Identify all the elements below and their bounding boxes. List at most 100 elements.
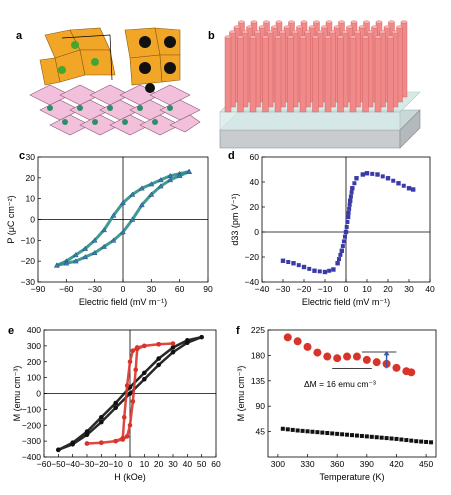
data-point xyxy=(127,391,133,396)
data-point xyxy=(325,431,330,436)
y-tick-label: 400 xyxy=(27,325,41,335)
data-point xyxy=(340,244,345,249)
x-tick-label: 30 xyxy=(147,284,157,294)
data-point xyxy=(345,214,351,220)
data-point xyxy=(364,171,370,176)
data-point xyxy=(354,433,359,438)
x-tick-label: 20 xyxy=(154,459,164,469)
data-point xyxy=(335,261,340,266)
x-tick-label: −40 xyxy=(65,459,80,469)
data-point xyxy=(389,436,394,441)
nanopillar-top xyxy=(271,25,278,29)
data-point xyxy=(280,426,285,431)
data-point xyxy=(293,337,302,346)
x-tick-label: 390 xyxy=(360,459,374,469)
data-point xyxy=(133,367,139,372)
nanopillar-top xyxy=(362,35,369,39)
data-point xyxy=(156,341,161,347)
nanopillar-top xyxy=(250,20,258,24)
data-point xyxy=(186,168,192,174)
data-point xyxy=(170,349,176,355)
x-tick-label: 60 xyxy=(211,459,221,469)
x-axis-label: Temperature (K) xyxy=(319,472,384,482)
data-point xyxy=(280,258,286,263)
data-point xyxy=(348,198,353,203)
nanopillar-top xyxy=(379,30,386,34)
x-tick-label: −60 xyxy=(37,459,52,469)
data-point xyxy=(348,194,353,199)
data-point xyxy=(303,342,312,351)
x-axis-label: H (kOe) xyxy=(114,472,146,482)
data-point xyxy=(121,415,127,420)
nanopillar-top xyxy=(375,20,383,24)
y-axis-label: M (emu cm⁻³) xyxy=(236,366,246,422)
data-point xyxy=(320,430,325,435)
x-tick-label: −10 xyxy=(318,284,333,294)
data-point xyxy=(369,434,374,439)
nanopillar-top xyxy=(383,25,391,29)
data-point xyxy=(327,268,332,273)
nanopillar xyxy=(337,36,344,113)
data-point xyxy=(301,264,307,270)
data-point xyxy=(407,368,416,377)
data-point xyxy=(404,438,409,443)
data-point xyxy=(310,429,315,434)
data-point xyxy=(352,352,361,361)
x-tick-label: 0 xyxy=(128,459,133,469)
nanopillar-top xyxy=(346,25,353,29)
nanopillar xyxy=(224,36,232,113)
data-point xyxy=(362,355,371,364)
data-point xyxy=(142,343,147,349)
data-point xyxy=(139,185,145,191)
data-point xyxy=(374,435,379,440)
data-point xyxy=(364,434,369,439)
x-tick-label: 40 xyxy=(425,284,435,294)
nanopillar-top xyxy=(246,25,253,29)
data-point xyxy=(113,400,118,406)
data-point xyxy=(337,257,341,262)
nanopillar-top xyxy=(304,30,311,34)
data-point xyxy=(394,436,399,441)
y-tick-label: 0 xyxy=(36,389,41,399)
nanopillar-top xyxy=(224,35,232,39)
data-point xyxy=(130,348,136,353)
data-point xyxy=(347,206,352,211)
x-axis-label: Electric field (mV m⁻¹) xyxy=(302,297,390,307)
nanopillar xyxy=(287,36,294,113)
nanopillar-top xyxy=(329,30,336,34)
data-point xyxy=(330,431,335,436)
nanopillar-top xyxy=(262,35,269,39)
data-point xyxy=(113,405,118,411)
data-point xyxy=(156,356,161,361)
x-tick-label: −10 xyxy=(108,459,123,469)
x-tick-label: 0 xyxy=(121,284,126,294)
data-point xyxy=(84,432,90,438)
data-point xyxy=(73,258,79,264)
panel-label-d: d xyxy=(228,150,235,162)
nanopillar xyxy=(299,36,307,113)
crystal-structure-illustration xyxy=(29,27,201,136)
chart-magnetic-hysteresis: −60 −50 −40 −30 −20 −10 0 10 20 30 40 50 60−400−300−… xyxy=(12,325,221,482)
data-point xyxy=(339,248,344,253)
data-point xyxy=(290,427,295,432)
nanopillar xyxy=(274,36,282,113)
data-point xyxy=(300,428,305,433)
data-point xyxy=(285,427,290,432)
data-point xyxy=(82,254,88,260)
nanopillar-top xyxy=(279,30,286,34)
nanopillar xyxy=(362,36,369,113)
data-point xyxy=(283,333,292,342)
nanopillar-top xyxy=(366,30,374,34)
data-point xyxy=(323,352,332,361)
data-point xyxy=(331,267,336,272)
x-tick-label: 330 xyxy=(300,459,314,469)
data-point xyxy=(379,435,384,440)
data-point xyxy=(340,432,345,437)
nanopillar-top xyxy=(241,30,249,34)
nanopillar xyxy=(349,36,357,113)
x-tick-label: −20 xyxy=(94,459,109,469)
y-tick-label: 40 xyxy=(250,177,260,187)
nanopillar-top xyxy=(400,20,408,24)
data-point xyxy=(91,237,98,243)
